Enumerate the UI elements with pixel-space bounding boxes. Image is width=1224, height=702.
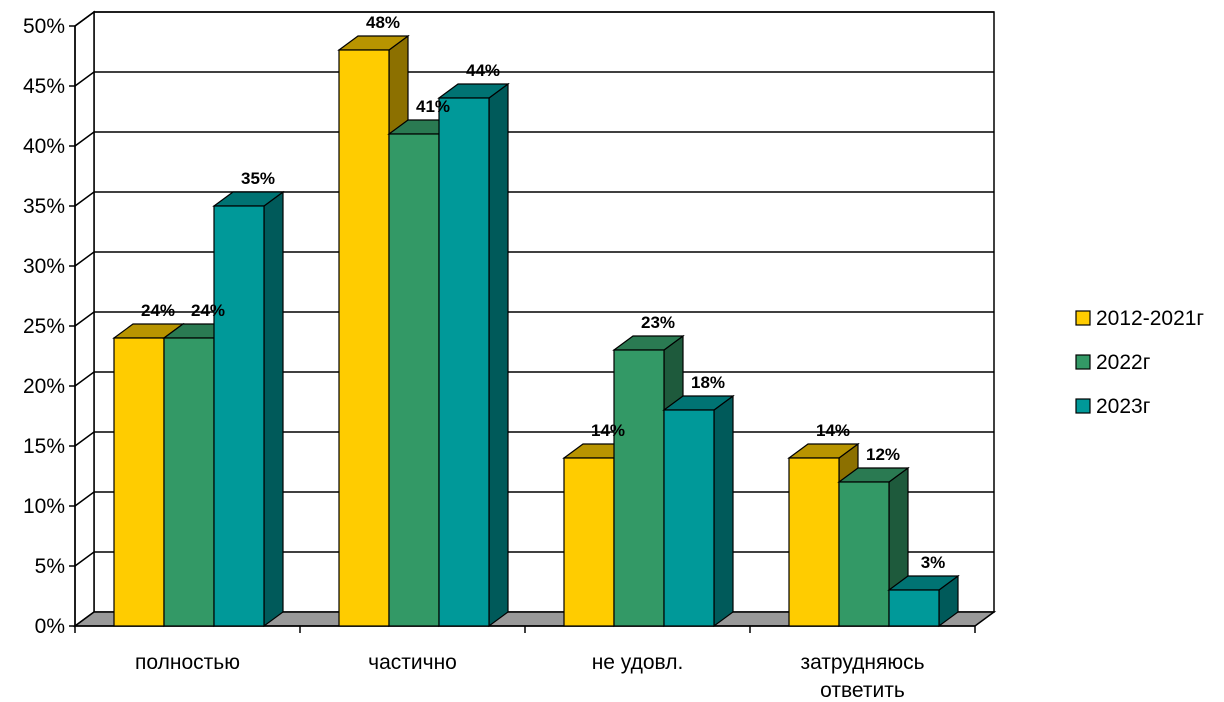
legend: 2012-2021г 2022г 2023г [1075, 307, 1204, 418]
legend-label: 2012-2021г [1096, 307, 1204, 330]
data-label: 14% [816, 421, 850, 440]
gridline [74, 251, 994, 267]
data-label: 23% [641, 313, 675, 332]
y-tick-label: 50% [23, 15, 65, 38]
gridline [74, 371, 994, 387]
bar-front [838, 481, 890, 627]
data-label: 18% [691, 373, 725, 392]
legend-swatch [1075, 398, 1091, 414]
gridline [74, 191, 994, 207]
bar-front [613, 349, 665, 627]
bar [662, 394, 735, 628]
bar-front [213, 205, 265, 627]
bar-front [888, 589, 940, 627]
x-category-label: затрудняюсь ответить [800, 651, 924, 702]
y-tick-label: 40% [23, 135, 65, 158]
data-label: 35% [241, 169, 275, 188]
gridline [74, 131, 994, 147]
bar [437, 82, 510, 628]
bar [887, 574, 960, 628]
bars [112, 34, 960, 628]
bar-front [663, 409, 715, 627]
gridline [74, 11, 994, 27]
legend-item: 2022г [1075, 351, 1151, 374]
gridlines [74, 11, 994, 567]
bar-front [438, 97, 490, 627]
bar-front [338, 49, 390, 627]
legend-item: 2012-2021г [1075, 307, 1204, 330]
bar-side [263, 190, 284, 628]
x-category-label: полностью [135, 651, 240, 674]
y-axis-tick-labels: 0% 5% 10% 15% 20% 25% 30% 35% 40% 45% 50% [23, 15, 65, 638]
y-tick-label: 20% [23, 375, 65, 398]
y-tick-label: 5% [35, 555, 65, 578]
bar-side [713, 394, 734, 628]
legend-item: 2023г [1075, 395, 1151, 418]
bar-front [113, 337, 165, 627]
bar-front [163, 337, 215, 627]
data-label: 14% [591, 421, 625, 440]
gridline [74, 311, 994, 327]
x-category-label: не удовл. [592, 651, 684, 674]
data-labels: 24% 24% 35% 48% 41% 44% 14% 23% 18% 14% 12% 3% [141, 13, 945, 572]
bar-front [788, 457, 840, 627]
gridline [74, 71, 994, 87]
data-label: 48% [366, 13, 400, 32]
y-tick-label: 15% [23, 435, 65, 458]
data-label: 24% [191, 301, 225, 320]
legend-label: 2022г [1096, 351, 1151, 374]
x-axis-category-labels: полностью частично не удовл. затрудняюсь отв… [135, 651, 925, 702]
y-tick-label: 0% [35, 615, 65, 638]
legend-label: 2023г [1096, 395, 1151, 418]
data-label: 3% [921, 553, 946, 572]
data-label: 12% [866, 445, 900, 464]
bar-front [388, 133, 440, 627]
bar [212, 190, 285, 628]
y-tick-label: 45% [23, 75, 65, 98]
x-category-label: частично [368, 651, 457, 674]
bar-side [488, 82, 509, 628]
y-tick-label: 35% [23, 195, 65, 218]
y-tick-label: 30% [23, 255, 65, 278]
data-label: 44% [466, 61, 500, 80]
bar-front [563, 457, 615, 627]
y-tick-label: 25% [23, 315, 65, 338]
y-tick-label: 10% [23, 495, 65, 518]
data-label: 24% [141, 301, 175, 320]
legend-swatch [1075, 310, 1091, 326]
data-label: 41% [416, 97, 450, 116]
legend-swatch [1075, 354, 1091, 370]
